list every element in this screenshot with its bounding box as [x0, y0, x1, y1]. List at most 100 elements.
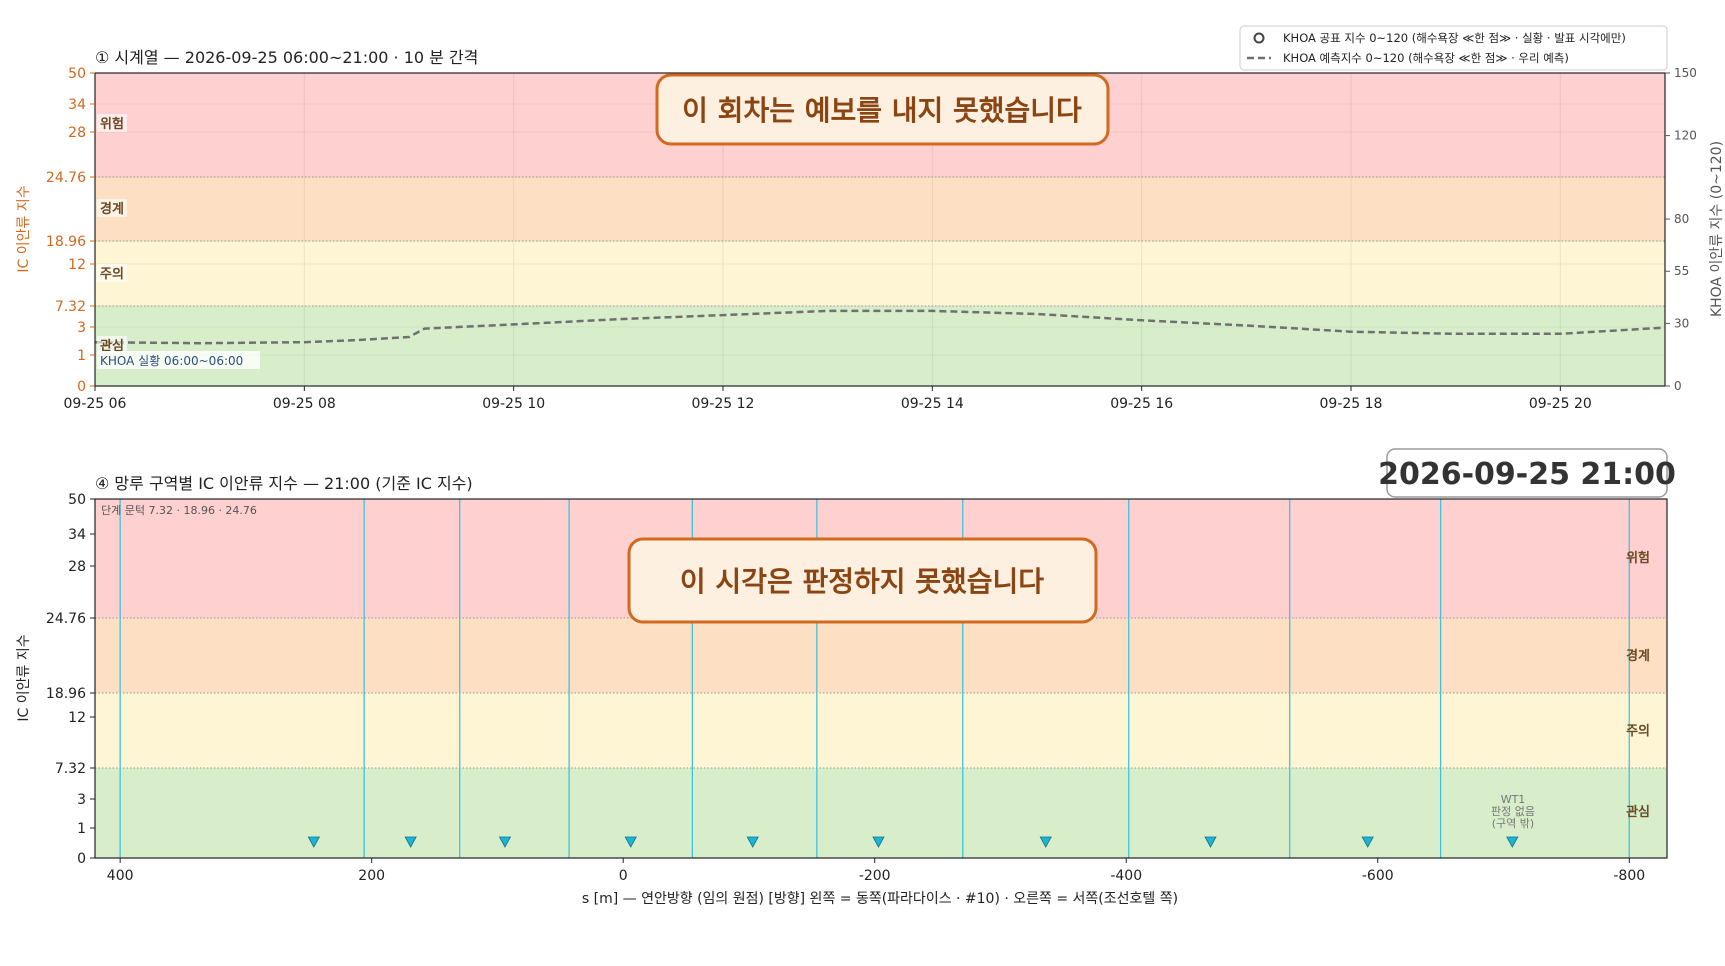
y-tick-label-right: 0	[1674, 379, 1682, 393]
legend-item-forecast: KHOA 예측지수 0~120 (해수욕장 ≪한 점≫ · 우리 예측)	[1283, 51, 1569, 65]
y-tick-label: 3	[77, 320, 86, 336]
tower-marker	[746, 836, 759, 848]
legend-item-published: KHOA 공표 지수 0~120 (해수욕장 ≪한 점≫ · 실황 · 발표 시…	[1283, 31, 1626, 45]
zone-label-warning: 경계	[97, 199, 127, 217]
x-tick-label: 09-25 06	[64, 396, 127, 412]
zone-warning-band	[95, 618, 1667, 693]
y-tick-label: 28	[68, 125, 86, 141]
y-axis-label-right: KHOA 이안류 지수 (0~120)	[1709, 141, 1725, 317]
y-tick-label: 50	[68, 492, 86, 508]
tower-marker	[1039, 836, 1052, 848]
svg-text:(구역 밖): (구역 밖)	[1492, 817, 1534, 830]
svg-text:관심: 관심	[100, 338, 124, 354]
x-tick-label: 09-25 10	[482, 396, 545, 412]
y-tick-label-right: 80	[1674, 212, 1689, 226]
x-axis-label: s [m] — 연안방향 (임의 원점) [방향] 왼쪽 = 동쪽(파라다이스 …	[582, 891, 1178, 907]
y-tick-label: 0	[77, 379, 86, 395]
y-tick-label: 3	[77, 792, 86, 808]
threshold-lines	[95, 617, 1667, 769]
x-tick-label: 200	[358, 868, 385, 884]
no-judgment-banner: 이 시각은 판정하지 못했습니다	[627, 537, 1098, 624]
y-axis-label-left: IC 이안류 지수	[16, 185, 32, 272]
x-axis: 400 200 0 -200 -400 -600 -800	[107, 858, 1645, 884]
y-axis: 0 1 3 7.32 12 18.96 24.76 28 34 50	[46, 492, 95, 867]
y-axis-left: 0 1 3 7.32 12 18.96 24.76 28 34 50	[46, 66, 95, 395]
tower-marker	[1361, 836, 1374, 848]
y-tick-label: 0	[77, 851, 86, 867]
legend: KHOA 공표 지수 0~120 (해수욕장 ≪한 점≫ · 실황 · 발표 시…	[1239, 25, 1668, 71]
zone-attention-band	[95, 306, 1665, 386]
x-tick-label: 09-25 20	[1529, 396, 1592, 412]
zone-label-caution: 주의	[97, 264, 127, 282]
y-tick-label: 24.76	[46, 170, 86, 186]
x-tick-label: 09-25 18	[1320, 396, 1383, 412]
svg-text:경계: 경계	[100, 201, 124, 217]
x-tick-label: 09-25 12	[692, 396, 755, 412]
y-tick-label: 34	[68, 527, 86, 543]
zone-attention-band	[95, 768, 1667, 858]
y-tick-label: 7.32	[55, 299, 86, 315]
zone-warning-band	[95, 177, 1665, 241]
x-tick-label: -600	[1362, 868, 1394, 884]
y-tick-label: 1	[77, 821, 86, 837]
tower-marker	[624, 836, 637, 848]
x-tick-label: 09-25 08	[273, 396, 336, 412]
zone-caution-band	[95, 241, 1665, 306]
zone-label-attention: 관심	[97, 336, 127, 354]
x-tick-label: 400	[107, 868, 134, 884]
tower-markers	[307, 836, 1519, 848]
y-tick-label-right: 120	[1674, 129, 1697, 143]
open-circle-marker-icon	[1253, 32, 1265, 44]
y-axis-right: 0 30 55 80 120 150	[1665, 66, 1697, 393]
zone-label-warning: 경계	[1626, 648, 1650, 664]
wt1-note: WT1 판정 없음 (구역 밖)	[1491, 793, 1535, 830]
svg-text:위험: 위험	[100, 116, 124, 132]
svg-text:이 회차는 예보를 내지 못했습니다: 이 회차는 예보를 내지 못했습니다	[682, 94, 1082, 127]
timestamp-box: 2026-09-25 21:00	[1378, 448, 1676, 498]
y-tick-label: 18.96	[46, 234, 86, 250]
tower-marker	[404, 836, 417, 848]
svg-text:주의: 주의	[100, 266, 124, 282]
y-tick-label: 24.76	[46, 611, 86, 627]
tower-marker	[1204, 836, 1217, 848]
y-tick-label-right: 55	[1674, 264, 1689, 278]
y-tick-label: 12	[68, 257, 86, 273]
plot-frame	[94, 498, 1668, 859]
x-tick-label: -800	[1613, 868, 1645, 884]
svg-text:2026-09-25 21:00: 2026-09-25 21:00	[1378, 457, 1676, 492]
x-tick-label: -400	[1110, 868, 1142, 884]
y-tick-label: 7.32	[55, 761, 86, 777]
svg-text:WT1: WT1	[1501, 793, 1526, 806]
tower-marker	[307, 836, 320, 848]
y-tick-label-right: 30	[1674, 316, 1689, 330]
tower-marker	[498, 836, 512, 848]
x-tick-label: 09-25 14	[901, 396, 964, 412]
zone-label-danger: 위험	[1626, 550, 1650, 566]
series-line-khoa-forecast	[94, 309, 1666, 345]
panel1-title: ① 시계열 — 2026-09-25 06:00~21:00 · 10 분 간격	[95, 48, 478, 67]
x-tick-label: 09-25 16	[1110, 396, 1173, 412]
tower-marker	[872, 836, 885, 848]
y-tick-label: 50	[68, 66, 86, 82]
zone-label-caution: 주의	[1626, 723, 1650, 739]
zone-caution-band	[95, 693, 1667, 768]
zone-label-attention: 관심	[1626, 804, 1650, 820]
y-axis-label: IC 이안류 지수	[16, 634, 32, 721]
y-tick-label-right: 150	[1674, 66, 1697, 80]
y-tick-label: 18.96	[46, 686, 86, 702]
svg-text:판정 없음: 판정 없음	[1491, 805, 1535, 818]
y-tick-label: 28	[68, 559, 86, 575]
svg-text:이 시각은 판정하지 못했습니다: 이 시각은 판정하지 못했습니다	[680, 565, 1044, 598]
y-tick-label: 12	[68, 710, 86, 726]
threshold-note: 단계 문턱 7.32 · 18.96 · 24.76	[101, 504, 257, 517]
x-axis: 09-25 06 09-25 08 09-25 10 09-25 12 09-25 14…	[64, 386, 1592, 412]
threshold-lines	[95, 176, 1665, 307]
svg-text:KHOA 실황 06:00~06:00: KHOA 실황 06:00~06:00	[100, 354, 243, 368]
panel2-title: ④ 망루 구역별 IC 이안류 지수 — 21:00 (기준 IC 지수)	[95, 474, 473, 493]
x-tick-label: -200	[859, 868, 891, 884]
y-tick-label: 34	[68, 97, 86, 113]
plot-frame	[94, 72, 1666, 387]
y-tick-label: 1	[77, 348, 86, 364]
tower-marker	[1506, 836, 1519, 848]
x-tick-label: 0	[619, 868, 628, 884]
